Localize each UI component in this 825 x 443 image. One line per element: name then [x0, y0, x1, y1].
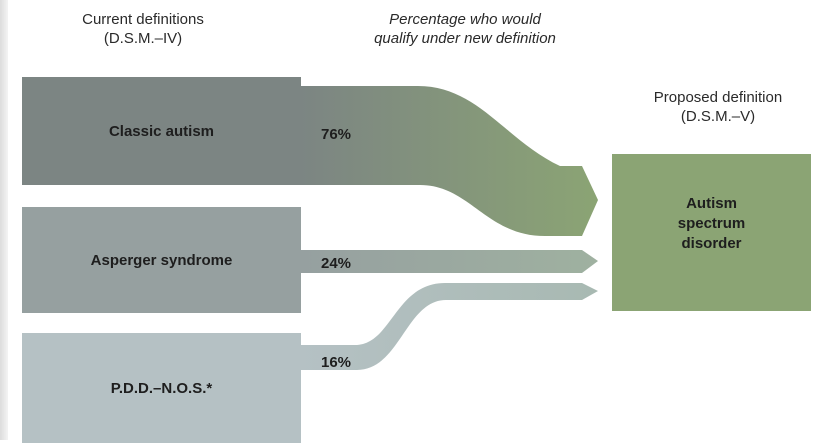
proposed-label-line1: Autism — [686, 195, 737, 212]
box-asperger-syndrome-label: Asperger syndrome — [90, 251, 233, 269]
header-proposed-subtitle: (D.S.M.–V) — [680, 108, 756, 125]
header-current-title: Current definitions — [82, 11, 204, 28]
flow-pdd-nos — [300, 283, 598, 370]
box-autism-spectrum-disorder: Autism spectrum disorder — [612, 154, 811, 311]
header-current-definitions: Current definitions (D.S.M.–IV) — [58, 10, 228, 48]
flow-classic-autism — [300, 86, 598, 236]
percent-asperger-syndrome: 24% — [321, 255, 352, 272]
box-pdd-nos: P.D.D.–N.O.S.* — [22, 333, 301, 443]
box-classic-autism: Classic autism — [22, 77, 301, 185]
header-proposed-definition: Proposed definition (D.S.M.–V) — [618, 88, 818, 126]
header-percentage: Percentage who would qualify under new d… — [320, 10, 610, 48]
left-edge-strip — [0, 0, 8, 440]
box-autism-spectrum-disorder-label: Autism spectrum disorder — [678, 194, 746, 254]
box-pdd-nos-label: P.D.D.–N.O.S.* — [110, 379, 213, 397]
proposed-label-line2: spectrum — [677, 215, 746, 232]
percent-classic-autism: 76% — [321, 126, 352, 143]
proposed-label-line3: disorder — [681, 235, 742, 252]
header-percentage-line2: qualify under new definition — [374, 30, 556, 47]
header-current-subtitle: (D.S.M.–IV) — [103, 30, 183, 47]
header-proposed-title: Proposed definition — [653, 89, 783, 106]
percent-pdd-nos: 16% — [321, 354, 352, 371]
header-percentage-line1: Percentage who would — [389, 11, 541, 28]
box-classic-autism-label: Classic autism — [108, 122, 215, 140]
flow-asperger-syndrome — [300, 250, 598, 273]
box-asperger-syndrome: Asperger syndrome — [22, 207, 301, 313]
